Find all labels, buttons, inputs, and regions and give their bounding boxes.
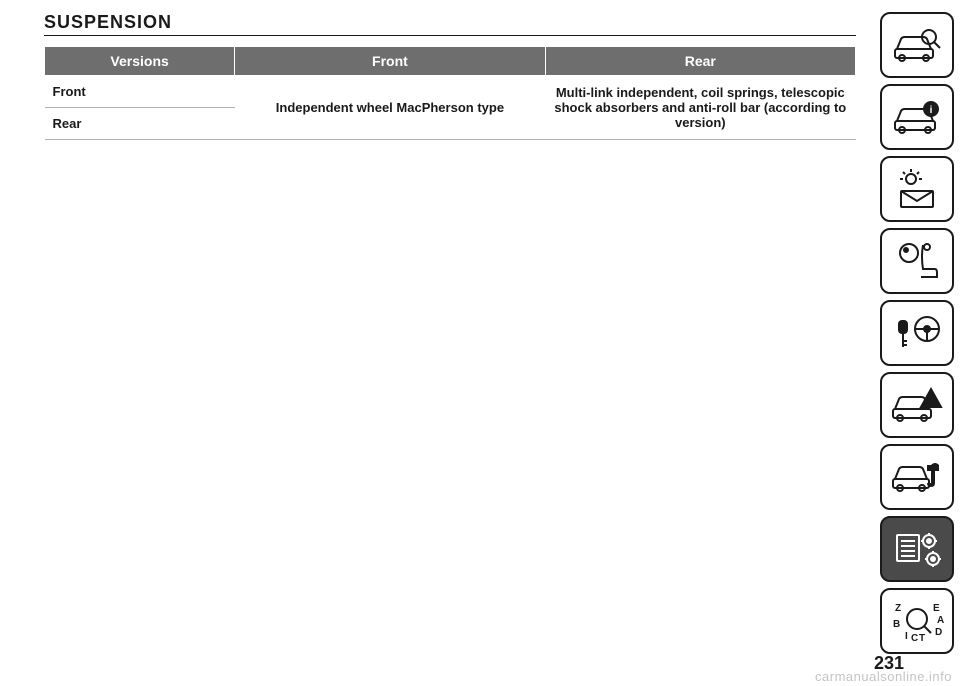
- cell-rear: Multi-link independent, coil springs, te…: [545, 76, 855, 140]
- bulb-envelope-icon: [891, 167, 943, 211]
- svg-text:E: E: [933, 603, 940, 614]
- svg-text:B: B: [893, 619, 900, 630]
- svg-text:T: T: [919, 633, 925, 644]
- key-steering-icon: [891, 311, 943, 355]
- svg-text:I: I: [905, 631, 908, 642]
- row-front-label: Front: [45, 76, 235, 108]
- sidebar-btn-key-steering[interactable]: [880, 300, 954, 366]
- th-front: Front: [235, 47, 545, 76]
- page-content: SUSPENSION Versions Front Rear Front Ind…: [44, 12, 916, 674]
- sidebar-btn-airbag-seat[interactable]: [880, 228, 954, 294]
- car-wrench-icon: [891, 457, 943, 497]
- row-rear-label: Rear: [45, 108, 235, 140]
- sidebar: i: [880, 12, 954, 654]
- sidebar-btn-index[interactable]: Z E B A I C T D: [880, 588, 954, 654]
- th-versions: Versions: [45, 47, 235, 76]
- section-title: SUSPENSION: [44, 12, 916, 33]
- svg-text:A: A: [937, 615, 944, 626]
- svg-text:D: D: [935, 627, 942, 638]
- table-row: Front Independent wheel MacPherson type …: [45, 76, 856, 108]
- sidebar-btn-tech-specs[interactable]: [880, 516, 954, 582]
- car-triangle-icon: [891, 385, 943, 425]
- sidebar-btn-vehicle-info[interactable]: i: [880, 84, 954, 150]
- cell-front: Independent wheel MacPherson type: [235, 76, 545, 140]
- svg-text:Z: Z: [895, 603, 901, 614]
- car-magnify-icon: [891, 25, 943, 65]
- list-gears-icon: [891, 527, 943, 571]
- sidebar-btn-lights-messages[interactable]: [880, 156, 954, 222]
- car-info-icon: i: [891, 97, 943, 137]
- sidebar-btn-vehicle-check[interactable]: [880, 12, 954, 78]
- th-rear: Rear: [545, 47, 855, 76]
- airbag-seat-icon: [891, 239, 943, 283]
- svg-text:C: C: [911, 633, 918, 644]
- svg-text:i: i: [930, 105, 933, 116]
- table-header-row: Versions Front Rear: [45, 47, 856, 76]
- index-magnify-icon: Z E B A I C T D: [889, 597, 945, 645]
- title-rule: [44, 35, 856, 36]
- sidebar-btn-service-tools[interactable]: [880, 444, 954, 510]
- sidebar-btn-hazard-vehicle[interactable]: [880, 372, 954, 438]
- suspension-table: Versions Front Rear Front Independent wh…: [44, 46, 856, 140]
- watermark: carmanualsonline.info: [815, 669, 952, 684]
